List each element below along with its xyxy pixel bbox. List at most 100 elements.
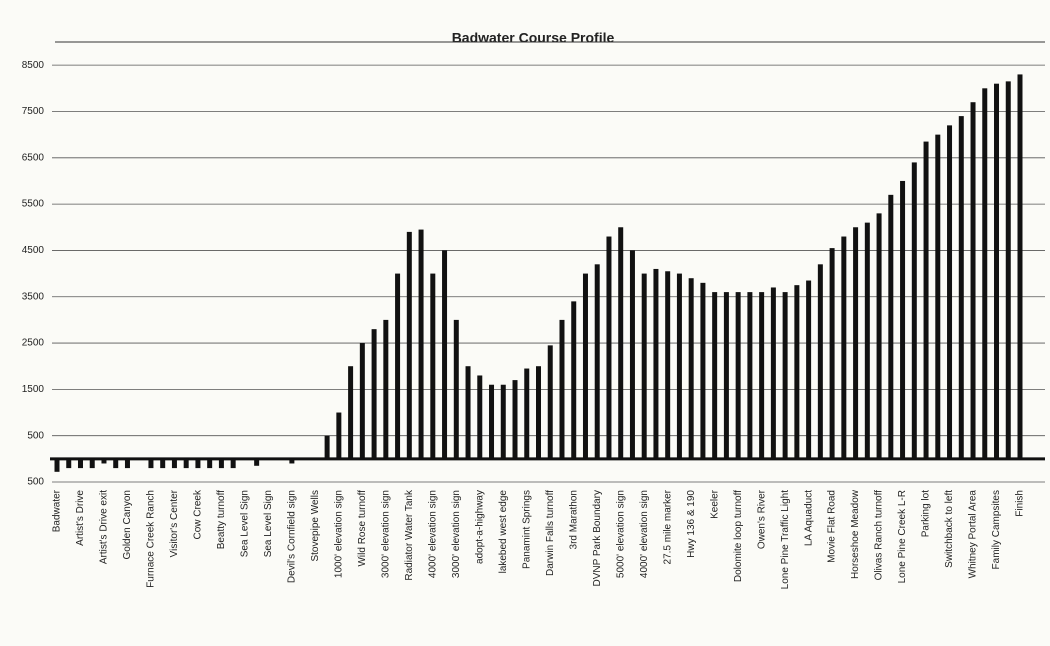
bar — [54, 458, 60, 472]
y-tick-label: 3500 — [22, 291, 45, 302]
bar — [982, 88, 988, 459]
bar — [688, 278, 694, 459]
bar — [853, 227, 859, 459]
bar — [160, 458, 166, 469]
bar — [66, 458, 72, 469]
bar — [183, 458, 189, 469]
bar — [841, 236, 847, 459]
bar — [947, 125, 953, 459]
bar — [911, 162, 917, 459]
bar — [1005, 81, 1011, 459]
y-tick-label: 500 — [27, 477, 44, 488]
bar — [770, 287, 776, 459]
x-tick-label: 3000' elevation sign — [380, 490, 391, 578]
bar — [1017, 74, 1023, 459]
bar — [230, 458, 236, 469]
x-tick-label: Keeler — [709, 489, 720, 519]
bar — [817, 264, 823, 459]
x-tick-label: 4000' elevation sign — [639, 490, 650, 578]
x-tick-label: Devil's Cornfield sign — [287, 490, 298, 583]
bar — [759, 292, 765, 459]
bar — [336, 412, 342, 459]
x-tick-label: Panamint Springs — [521, 490, 532, 569]
bar — [606, 236, 612, 459]
y-tick-label: 500 — [27, 430, 44, 441]
x-tick-label: Beatty turnoff — [216, 490, 227, 550]
bar — [489, 384, 495, 459]
x-tick-label: Artist's Drive — [75, 490, 86, 546]
x-tick-label: Family Campsites — [991, 490, 1002, 569]
bar — [735, 292, 741, 459]
bar — [747, 292, 753, 459]
bar — [465, 366, 471, 459]
bar — [900, 180, 906, 459]
bar — [442, 250, 448, 459]
x-tick-label: Whitney Portal Area — [968, 490, 979, 579]
bar — [359, 343, 365, 459]
bar — [524, 368, 530, 459]
bar — [324, 435, 330, 459]
x-tick-label: Sea Level Sign — [240, 490, 251, 557]
x-tick-label: Furnace Creek Ranch — [146, 490, 157, 588]
x-tick-label: Golden Canyon — [122, 490, 133, 560]
bar — [970, 102, 976, 459]
bar — [794, 285, 800, 459]
x-tick-label: Visitor's Center — [169, 489, 180, 557]
bar — [171, 458, 177, 469]
x-tick-label: Stovepipe Wells — [310, 490, 321, 562]
x-tick-label: lakebed west edge — [498, 490, 509, 574]
x-tick-label: Sea Level Sign — [263, 490, 274, 557]
x-tick-label: 5000' elevation sign — [615, 490, 626, 578]
bar — [101, 458, 107, 464]
bar — [994, 83, 1000, 459]
bar — [864, 222, 870, 459]
bar — [876, 213, 882, 459]
x-tick-label: 3rd Marathon — [568, 490, 579, 549]
bar — [618, 227, 624, 459]
x-tick-label: DVNP Park Boundary — [592, 490, 603, 587]
x-tick-label: Parking lot — [921, 490, 932, 537]
bar — [289, 458, 295, 464]
y-tick-label: 5500 — [22, 199, 45, 210]
x-tick-label: Darwin Falls turnoff — [545, 490, 556, 576]
x-tick-label: LA Aquaduct — [803, 490, 814, 546]
bar — [148, 458, 154, 469]
bar — [395, 273, 401, 459]
bar — [254, 458, 260, 466]
bar — [371, 329, 377, 459]
bar — [723, 292, 729, 459]
x-tick-label: Artist's Drive exit — [99, 490, 110, 564]
bar — [806, 280, 812, 459]
bar — [712, 292, 718, 459]
bar — [700, 282, 706, 459]
x-tick-label: Horseshoe Meadow — [850, 489, 861, 579]
x-tick-label: 4000' elevation sign — [427, 490, 438, 578]
bar — [453, 319, 459, 459]
x-tick-label: Radiator Water Tank — [404, 489, 415, 581]
x-tick-label: Finish — [1015, 490, 1026, 517]
bar — [958, 116, 964, 459]
x-tick-label: Cow Creek — [193, 489, 204, 539]
chart-title: Badwater Course Profile — [452, 30, 615, 46]
x-tick-label: 1000' elevation sign — [333, 490, 344, 578]
bar — [89, 458, 95, 469]
bar — [571, 301, 577, 459]
y-tick-label: 6500 — [22, 152, 45, 163]
bar — [207, 458, 213, 469]
bar — [383, 319, 389, 459]
bar — [641, 273, 647, 459]
bar — [582, 273, 588, 459]
y-tick-label: 2500 — [22, 338, 45, 349]
bar — [888, 194, 894, 459]
bar — [418, 229, 424, 459]
x-tick-label: Lone Pine Creek L-R — [897, 490, 908, 583]
bar — [559, 319, 565, 459]
x-tick-label: adopt-a-highway — [474, 490, 485, 564]
x-tick-label: 27.5 mile marker — [662, 489, 673, 564]
bar — [406, 231, 412, 459]
bar — [676, 273, 682, 459]
x-tick-label: Lone Pine Traffic Light — [780, 490, 791, 590]
bar — [348, 366, 354, 459]
bar — [782, 292, 788, 459]
